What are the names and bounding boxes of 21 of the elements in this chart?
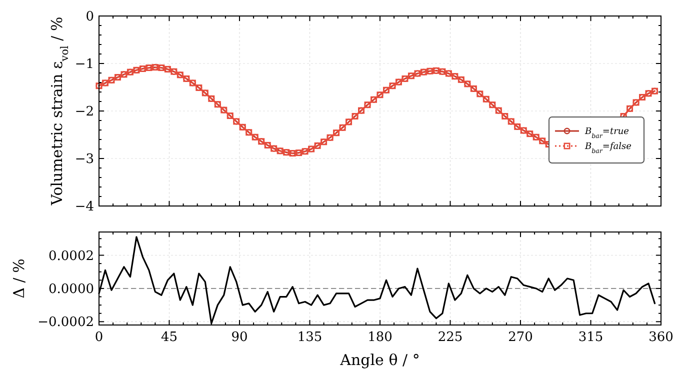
x-axis-title: Angle θ / ° — [339, 351, 420, 369]
x-tick-label: 135 — [297, 330, 322, 345]
x-tick-label: 0 — [94, 330, 104, 345]
y-tick-label: 0.0000 — [48, 282, 94, 297]
legend-label: B$_{bar}$=false — [584, 142, 632, 154]
y-tick-label: −1 — [74, 57, 94, 72]
x-tick-label: 180 — [368, 330, 392, 345]
y-tick-label: −0.0002 — [38, 315, 94, 330]
y-tick-label: −3 — [74, 152, 94, 167]
legend-label: B$_{bar}$=true — [584, 127, 630, 140]
x-tick-label: 360 — [648, 330, 674, 345]
x-tick-label: 90 — [231, 330, 248, 345]
y-tick-label: 0.0002 — [48, 248, 94, 264]
x-tick-label: 315 — [578, 330, 604, 345]
x-tick-label: 270 — [508, 330, 533, 345]
y-tick-label: 0 — [86, 10, 94, 24]
x-tick-label: 45 — [160, 330, 178, 345]
y-tick-label: −2 — [74, 104, 94, 120]
y-tick-label: −4 — [74, 200, 94, 214]
y-axis-title: Δ / % — [10, 258, 28, 298]
x-tick-label: 225 — [438, 330, 463, 345]
